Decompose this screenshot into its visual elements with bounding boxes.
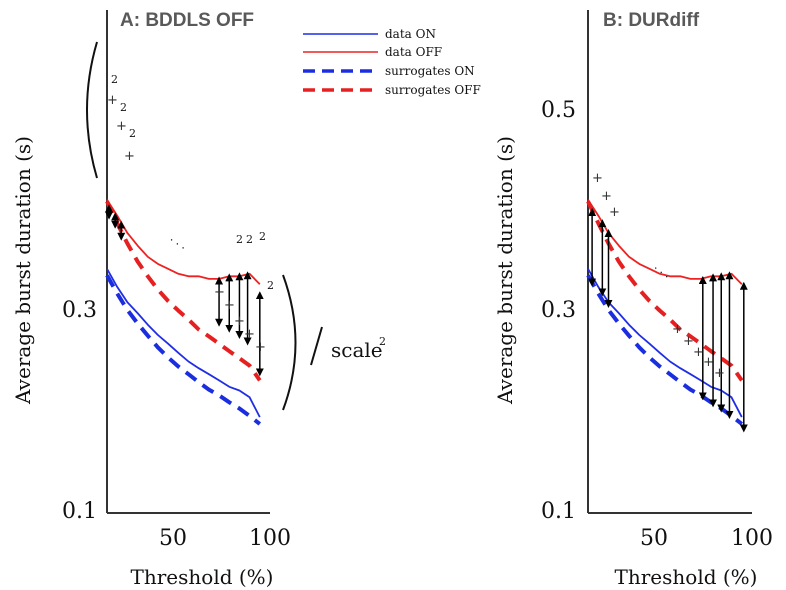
panel-a-plus-2: +	[116, 119, 127, 134]
panel-b-series-data-on	[587, 268, 743, 418]
panel-b-arrows-group	[588, 207, 748, 433]
legend-label-surrogates-on: surrogates ON	[385, 64, 475, 78]
panel-b-series-surrogates-on	[586, 274, 744, 426]
panel-a-divide-slash	[310, 326, 323, 366]
panel-a-plus-1: +	[107, 93, 118, 108]
panel-a-sup-6: 2	[259, 230, 266, 243]
panel-a-bracket-left	[86, 41, 98, 179]
panel-a-series-data-on	[106, 268, 261, 418]
panel-a-series-surrogates-on	[105, 274, 262, 426]
panel-a-ytick-0.1: 0.1	[62, 499, 97, 524]
panel-a-plus-3: +	[124, 149, 135, 164]
panel-a-xlabel: Threshold (%)	[131, 565, 274, 589]
panel-b-ylabel: Average burst duration (s)	[493, 136, 517, 405]
panel-b-ytick-0.5: 0.5	[541, 98, 576, 123]
panel-b-plus-2: +	[601, 189, 612, 204]
panel-b-plus-4: +	[672, 322, 683, 337]
panel-b-plus-8: +	[714, 366, 725, 381]
panel-a-dots: · · ·	[166, 234, 188, 255]
panel-a-plus-6: +	[234, 314, 245, 329]
panel-a-sup-2: 2	[120, 101, 127, 114]
panel-b-ytick-0.3: 0.3	[541, 298, 576, 323]
panel-a-series-data-off	[106, 199, 261, 285]
panel-b-plus-1: +	[592, 171, 603, 186]
panel-b-plus-5: +	[683, 334, 694, 349]
panel-a-plus-7: +	[244, 327, 255, 342]
panel-a-scale-label: scale	[331, 338, 383, 362]
panel-a: A: BDDLS OFF Average burst duration (s) …	[11, 10, 386, 589]
panel-a-series-group	[105, 199, 262, 426]
panel-a-plus-5: +	[224, 298, 235, 313]
panel-a-ytick-0.3: 0.3	[62, 298, 97, 323]
panel-a-ylabel: Average burst duration (s)	[11, 136, 35, 405]
panel-b-series-group	[586, 199, 744, 426]
panel-a-sup-1: 2	[111, 73, 118, 86]
panel-b-xlabel: Threshold (%)	[615, 565, 758, 589]
panel-b-plus-7: +	[703, 355, 714, 370]
panel-b-xtick-50: 50	[640, 526, 668, 551]
panel-b: B: DURdiff Average burst duration (s) Th…	[493, 10, 773, 589]
panel-b-plus-6: +	[693, 345, 704, 360]
panel-a-sup-7: 2	[267, 279, 274, 292]
legend-label-data-off: data OFF	[385, 45, 442, 59]
panel-a-plus-4: +	[214, 285, 225, 300]
legend-label-surrogates-off: surrogates OFF	[385, 83, 481, 97]
legend: data ON data OFF surrogates ON surrogate…	[303, 27, 481, 97]
panel-a-sup-5: 2	[246, 233, 253, 246]
panel-b-plus-3: +	[609, 205, 620, 220]
panel-a-sup-3: 2	[129, 127, 136, 140]
panel-a-plus-8: +	[255, 340, 266, 355]
panel-a-bracket-right	[282, 274, 297, 411]
panel-a-arrows-group	[105, 204, 264, 377]
panel-b-ytick-0.1: 0.1	[541, 499, 576, 524]
panel-a-scale-exponent: 2	[379, 335, 386, 348]
panel-a-series-surrogates-off	[105, 200, 262, 382]
panel-b-dots: · · ·	[650, 262, 672, 283]
panel-b-xtick-100: 100	[731, 526, 773, 551]
panel-a-title: A: BDDLS OFF	[120, 10, 254, 31]
panel-b-series-surrogates-off	[586, 200, 744, 382]
panel-a-sup-4: 2	[236, 233, 243, 246]
panel-b-title: B: DURdiff	[603, 10, 700, 31]
panel-a-xtick-100: 100	[249, 526, 291, 551]
panel-a-xtick-50: 50	[159, 526, 187, 551]
legend-label-data-on: data ON	[385, 27, 436, 41]
